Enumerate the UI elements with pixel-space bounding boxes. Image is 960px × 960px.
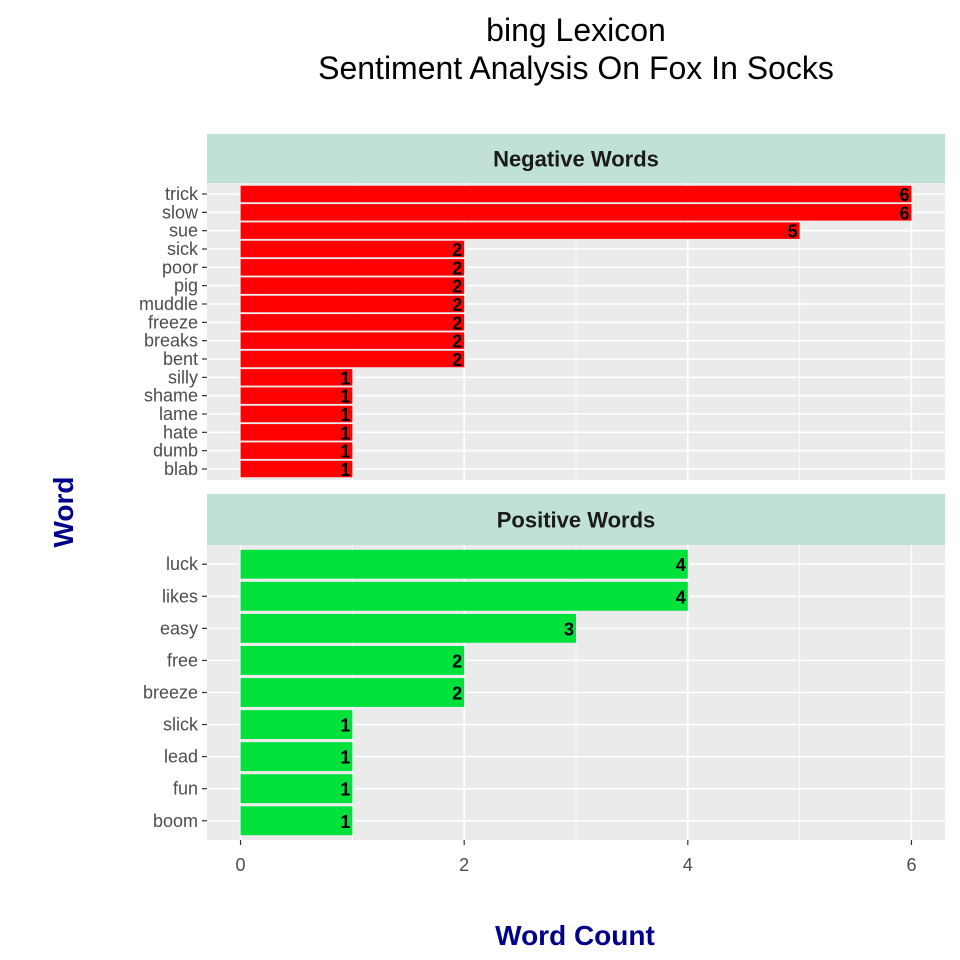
bar-value-label: 2	[452, 313, 462, 333]
chart-subtitle: Sentiment Analysis On Fox In Socks	[318, 50, 834, 86]
bar-value-label: 2	[452, 350, 462, 370]
bar-value-label: 2	[452, 332, 462, 352]
y-tick-label: lame	[159, 404, 198, 424]
bar	[240, 222, 800, 239]
bar	[240, 806, 353, 836]
y-tick-label: luck	[166, 554, 199, 574]
bar-value-label: 2	[452, 277, 462, 297]
chart-title: bing Lexicon	[486, 12, 666, 48]
bar-value-label: 2	[452, 651, 462, 671]
y-tick-label: muddle	[139, 294, 198, 314]
y-tick-label: shame	[144, 386, 198, 406]
bar	[240, 442, 353, 459]
y-tick-label: bent	[163, 349, 198, 369]
y-tick-label: sue	[169, 221, 198, 241]
bar	[240, 314, 465, 331]
bar-value-label: 2	[452, 240, 462, 260]
bar	[240, 277, 465, 294]
bar-value-label: 2	[452, 684, 462, 704]
bar	[240, 332, 465, 349]
plot-area: Negative Words6652222222111111trickslows…	[139, 134, 945, 875]
y-tick-label: slick	[163, 715, 199, 735]
bar	[240, 742, 353, 772]
y-tick-label: free	[167, 650, 198, 670]
y-tick-label: sick	[167, 239, 199, 259]
y-tick-label: freeze	[148, 312, 198, 332]
x-axis-title: Word Count	[495, 920, 655, 951]
bar	[240, 240, 465, 258]
facet-strip	[207, 134, 945, 183]
bar	[240, 460, 353, 478]
bar-value-label: 1	[340, 423, 350, 443]
bar-value-label: 2	[452, 295, 462, 315]
x-tick-label: 2	[459, 855, 469, 875]
bar	[240, 549, 688, 579]
bar-value-label: 4	[676, 587, 686, 607]
facet-strip-label: Negative Words	[493, 147, 659, 172]
bar-value-label: 1	[340, 780, 350, 800]
y-axis-title: Word	[48, 476, 79, 547]
facet-strip-label: Positive Words	[497, 508, 656, 533]
bar	[240, 613, 576, 643]
y-tick-label: breeze	[143, 683, 198, 703]
bar-value-label: 1	[340, 812, 350, 832]
y-tick-label: boom	[153, 811, 198, 831]
bar-value-label: 5	[788, 222, 798, 242]
bar	[240, 295, 465, 313]
bar-value-label: 4	[676, 555, 686, 575]
bar-value-label: 1	[340, 460, 350, 480]
y-tick-label: easy	[160, 618, 198, 638]
y-tick-label: blab	[164, 459, 198, 479]
y-tick-label: slow	[162, 202, 199, 222]
bar	[240, 678, 465, 707]
bar	[240, 774, 353, 804]
y-tick-label: poor	[162, 257, 198, 277]
y-tick-label: silly	[168, 367, 198, 387]
bar	[240, 424, 353, 441]
facet-strip	[207, 494, 945, 545]
bar-value-label: 1	[340, 442, 350, 462]
y-tick-label: breaks	[144, 331, 198, 351]
bar-value-label: 6	[899, 185, 909, 205]
x-tick-label: 0	[236, 855, 246, 875]
bar-value-label: 1	[340, 387, 350, 407]
bar	[240, 204, 912, 221]
y-tick-label: trick	[165, 184, 199, 204]
y-tick-label: hate	[163, 422, 198, 442]
bar-value-label: 2	[452, 258, 462, 278]
y-tick-label: pig	[174, 276, 198, 296]
bar	[240, 185, 912, 203]
bar	[240, 710, 353, 739]
bar-value-label: 6	[899, 203, 909, 223]
x-tick-label: 6	[906, 855, 916, 875]
bar-value-label: 1	[340, 405, 350, 425]
bar-value-label: 1	[340, 368, 350, 388]
bar	[240, 259, 465, 276]
y-tick-label: likes	[162, 586, 198, 606]
bar	[240, 581, 688, 611]
bar	[240, 350, 465, 368]
bar	[240, 646, 465, 675]
bar	[240, 369, 353, 386]
bar	[240, 405, 353, 423]
y-tick-label: fun	[173, 779, 198, 799]
bar-value-label: 1	[340, 748, 350, 768]
x-tick-label: 4	[683, 855, 693, 875]
y-tick-label: dumb	[153, 441, 198, 461]
y-tick-label: lead	[164, 747, 198, 767]
bar	[240, 387, 353, 404]
bar-value-label: 3	[564, 619, 574, 639]
bar-value-label: 1	[340, 716, 350, 736]
